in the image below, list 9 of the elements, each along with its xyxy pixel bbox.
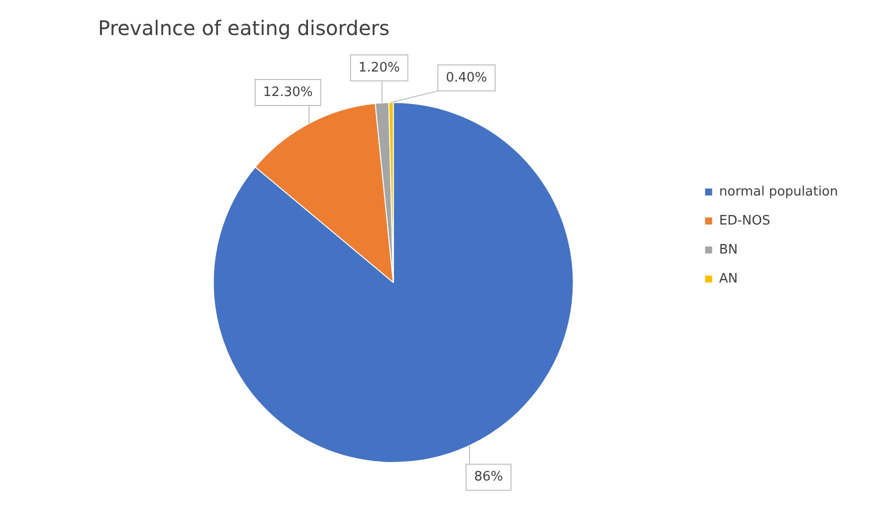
data-label: 86% bbox=[474, 470, 504, 485]
data-label: 0.40% bbox=[446, 70, 488, 86]
legend-label: normal population bbox=[719, 184, 838, 200]
legend-label: AN bbox=[719, 271, 738, 286]
chart-title: Prevalnce of eating disorders bbox=[98, 16, 390, 40]
data-label: 1.20% bbox=[358, 60, 400, 76]
legend-label: ED-NOS bbox=[719, 213, 770, 228]
data-label: 12.30% bbox=[263, 84, 313, 100]
legend-label: BN bbox=[719, 242, 738, 258]
